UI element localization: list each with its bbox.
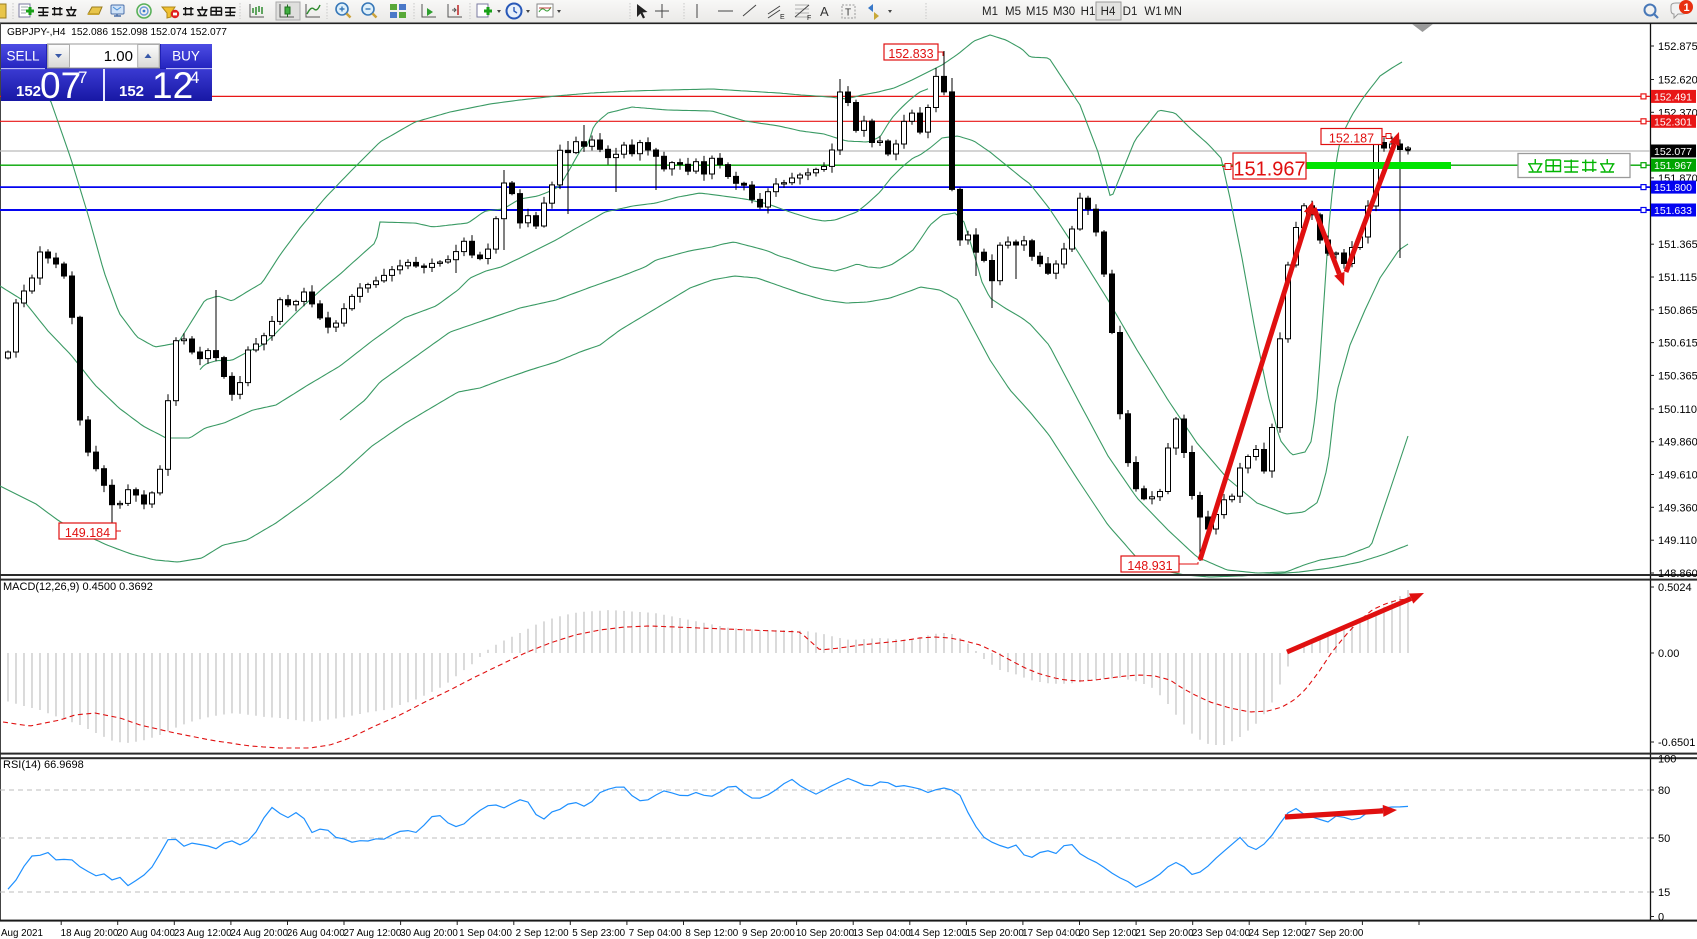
svg-text:7: 7 bbox=[78, 68, 87, 87]
svg-text:21 Sep 20:00: 21 Sep 20:00 bbox=[1135, 928, 1194, 939]
svg-text:MN: MN bbox=[1164, 6, 1182, 18]
svg-text:152.833: 152.833 bbox=[888, 47, 933, 61]
svg-text:30 Aug 20:00: 30 Aug 20:00 bbox=[400, 928, 458, 939]
svg-text:152.875: 152.875 bbox=[1658, 41, 1697, 53]
svg-text:M5: M5 bbox=[1005, 6, 1021, 18]
svg-text:5 Sep 23:00: 5 Sep 23:00 bbox=[572, 928, 625, 939]
svg-text:0: 0 bbox=[1658, 912, 1664, 924]
svg-text:RSI(14) 66.9698: RSI(14) 66.9698 bbox=[3, 759, 84, 771]
svg-text:150.865: 150.865 bbox=[1658, 305, 1697, 317]
svg-text:23 Sep 04:00: 23 Sep 04:00 bbox=[1192, 928, 1251, 939]
svg-text:7 Sep 04:00: 7 Sep 04:00 bbox=[629, 928, 682, 939]
svg-text:148.860: 148.860 bbox=[1658, 568, 1697, 580]
svg-text:W1: W1 bbox=[1144, 6, 1161, 18]
svg-text:148.931: 148.931 bbox=[1127, 559, 1172, 573]
svg-text:151.115: 151.115 bbox=[1658, 272, 1697, 284]
svg-text:27 Aug 12:00: 27 Aug 12:00 bbox=[344, 928, 402, 939]
svg-text:4: 4 bbox=[190, 68, 199, 87]
svg-text:100: 100 bbox=[1658, 754, 1676, 766]
svg-text:Aug 2021: Aug 2021 bbox=[1, 928, 43, 939]
svg-text:152.620: 152.620 bbox=[1658, 75, 1697, 87]
svg-text:152.491: 152.491 bbox=[1654, 91, 1692, 103]
svg-text:10 Sep 20:00: 10 Sep 20:00 bbox=[796, 928, 855, 939]
svg-text:2 Sep 12:00: 2 Sep 12:00 bbox=[516, 928, 569, 939]
svg-text:152: 152 bbox=[119, 83, 144, 100]
svg-text:27 Sep 20:00: 27 Sep 20:00 bbox=[1305, 928, 1364, 939]
svg-text:SELL: SELL bbox=[6, 49, 40, 64]
svg-text:150.365: 150.365 bbox=[1658, 370, 1697, 382]
svg-text:152.301: 152.301 bbox=[1654, 116, 1692, 128]
svg-text:149.360: 149.360 bbox=[1658, 502, 1697, 514]
svg-text:151.633: 151.633 bbox=[1654, 205, 1692, 217]
svg-text:152.077: 152.077 bbox=[1654, 146, 1692, 158]
svg-text:H1: H1 bbox=[1081, 6, 1096, 18]
svg-text:26 Aug 04:00: 26 Aug 04:00 bbox=[287, 928, 345, 939]
svg-text:H4: H4 bbox=[1101, 6, 1116, 18]
svg-text:F: F bbox=[807, 15, 811, 22]
svg-text:M30: M30 bbox=[1053, 6, 1075, 18]
svg-text:13 Sep 04:00: 13 Sep 04:00 bbox=[852, 928, 911, 939]
svg-text:14 Sep 12:00: 14 Sep 12:00 bbox=[909, 928, 968, 939]
svg-text:0.00: 0.00 bbox=[1658, 648, 1679, 660]
svg-text:80: 80 bbox=[1658, 785, 1670, 797]
svg-text:20 Sep 12:00: 20 Sep 12:00 bbox=[1079, 928, 1138, 939]
svg-text:GBPJPY-,H4 152.086 152.098 15: GBPJPY-,H4 152.086 152.098 152.074 152.0… bbox=[7, 27, 227, 38]
svg-text:MACD(12,26,9) 0.4500 0.3692: MACD(12,26,9) 0.4500 0.3692 bbox=[3, 581, 153, 593]
svg-text:152.187: 152.187 bbox=[1329, 131, 1374, 145]
svg-text:23 Aug 12:00: 23 Aug 12:00 bbox=[174, 928, 232, 939]
svg-text:A: A bbox=[820, 4, 829, 19]
svg-text:T: T bbox=[845, 8, 851, 19]
svg-text:151.967: 151.967 bbox=[1654, 160, 1692, 172]
svg-text:20 Aug 04:00: 20 Aug 04:00 bbox=[117, 928, 175, 939]
svg-text:E: E bbox=[780, 14, 785, 21]
svg-text:1 Sep 04:00: 1 Sep 04:00 bbox=[459, 928, 512, 939]
svg-text:M15: M15 bbox=[1026, 6, 1048, 18]
svg-text:07: 07 bbox=[40, 65, 81, 106]
svg-text:24 Aug 20:00: 24 Aug 20:00 bbox=[230, 928, 288, 939]
svg-text:149.110: 149.110 bbox=[1658, 535, 1697, 547]
svg-text:D1: D1 bbox=[1123, 6, 1138, 18]
svg-text:0.5024: 0.5024 bbox=[1658, 582, 1692, 594]
svg-text:15: 15 bbox=[1658, 887, 1670, 899]
svg-text:15 Sep 20:00: 15 Sep 20:00 bbox=[966, 928, 1025, 939]
svg-text:1: 1 bbox=[1684, 2, 1690, 14]
svg-text:150.615: 150.615 bbox=[1658, 338, 1697, 350]
svg-text:9 Sep 20:00: 9 Sep 20:00 bbox=[742, 928, 795, 939]
svg-text:BUY: BUY bbox=[172, 49, 200, 64]
svg-text:17 Sep 04:00: 17 Sep 04:00 bbox=[1022, 928, 1081, 939]
svg-text:50: 50 bbox=[1658, 833, 1670, 845]
svg-text:M1: M1 bbox=[982, 6, 998, 18]
svg-text:24 Sep 12:00: 24 Sep 12:00 bbox=[1248, 928, 1307, 939]
svg-text:152: 152 bbox=[16, 83, 41, 100]
svg-text:1.00: 1.00 bbox=[104, 48, 133, 65]
svg-text:-0.6501: -0.6501 bbox=[1658, 737, 1695, 749]
svg-text:150.110: 150.110 bbox=[1658, 404, 1697, 416]
svg-text:12: 12 bbox=[152, 65, 193, 106]
svg-text:149.860: 149.860 bbox=[1658, 437, 1697, 449]
svg-text:8 Sep 12:00: 8 Sep 12:00 bbox=[685, 928, 738, 939]
svg-text:149.610: 149.610 bbox=[1658, 470, 1697, 482]
svg-text:151.967: 151.967 bbox=[1233, 159, 1305, 181]
svg-text:151.800: 151.800 bbox=[1654, 182, 1692, 194]
svg-text:149.184: 149.184 bbox=[65, 526, 110, 540]
svg-text:151.365: 151.365 bbox=[1658, 239, 1697, 251]
svg-text:18 Aug 20:00: 18 Aug 20:00 bbox=[61, 928, 119, 939]
